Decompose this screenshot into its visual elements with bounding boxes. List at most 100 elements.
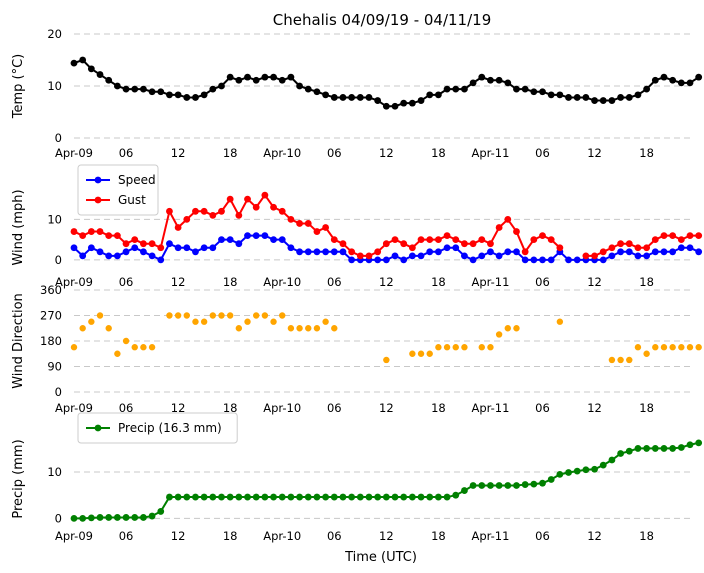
wind-data-point	[513, 248, 520, 256]
wind-data-point	[513, 228, 520, 235]
precip-data-point	[122, 514, 130, 521]
precip-data-point	[374, 493, 382, 501]
temp-data-point	[591, 97, 598, 104]
precip-y-axis-label: Precip (mm)	[11, 439, 26, 518]
temp-data-point	[296, 82, 303, 90]
wind-data-point	[487, 248, 494, 256]
wdir-data-point	[417, 350, 425, 357]
wind-data-point	[443, 232, 451, 240]
precip-data-point	[348, 493, 356, 501]
precip-data-point	[278, 493, 286, 501]
wind-x-tick-label: 06	[327, 275, 342, 289]
precip-data-point	[209, 493, 217, 501]
precip-data-point	[131, 514, 139, 521]
precip-data-point	[226, 493, 234, 501]
precip-data-point	[565, 469, 572, 476]
wind-data-point	[296, 220, 303, 227]
wdir-data-point	[270, 318, 277, 325]
wind-data-point	[478, 252, 486, 260]
wdir-data-point	[409, 350, 416, 357]
temp-data-point	[408, 99, 416, 107]
wind-data-point	[608, 252, 616, 260]
wind-data-point	[651, 248, 659, 256]
wind-data-point	[131, 236, 139, 244]
wdir-y-tick-label: 0	[55, 385, 62, 399]
wdir-x-tick-label: 12	[171, 401, 186, 415]
precip-data-point	[660, 445, 668, 452]
wind-series-speed	[70, 232, 703, 264]
temp-x-tick-label: 06	[327, 146, 342, 160]
wdir-y-tick-label: 90	[47, 360, 62, 374]
wdir-data-point	[513, 325, 520, 332]
wdir-data-point	[495, 331, 503, 338]
wind-data-point	[330, 248, 338, 256]
wind-data-point	[148, 240, 156, 248]
temp-data-point	[669, 76, 677, 84]
temp-data-point	[391, 102, 399, 110]
precip-data-point	[87, 514, 95, 522]
wind-legend: Speed Gust	[77, 164, 159, 216]
wdir-data-point	[235, 325, 243, 332]
precip-data-point	[408, 493, 416, 501]
wind-x-tick-label: 06	[535, 275, 550, 289]
temp-data-point	[617, 94, 624, 101]
temp-data-point	[695, 73, 703, 81]
wind-data-point	[608, 244, 616, 252]
wind-data-point	[113, 252, 121, 260]
wind-x-tick-label: 12	[587, 275, 602, 289]
temp-data-point	[322, 91, 330, 99]
wind-data-point	[226, 236, 234, 244]
wdir-data-point	[140, 344, 147, 351]
wind-x-tick-label: 12	[379, 275, 394, 289]
wdir-data-point	[435, 344, 442, 351]
wind-data-point	[556, 244, 564, 252]
precip-data-point	[330, 493, 338, 501]
wdir-data-point	[322, 318, 329, 325]
precip-data-point	[478, 482, 486, 489]
wdir-x-tick-label: 18	[639, 401, 654, 415]
wind-data-point	[461, 252, 468, 260]
wind-data-point	[209, 211, 217, 219]
wind-data-point	[495, 252, 503, 260]
precip-data-point	[643, 445, 651, 452]
wdir-data-point	[313, 325, 321, 332]
wind-data-point	[105, 252, 113, 260]
wind-data-point	[200, 207, 208, 215]
temp-data-point	[478, 73, 486, 81]
wind-data-point	[79, 252, 87, 260]
precip-data-point	[261, 493, 269, 501]
wdir-data-point	[114, 350, 121, 357]
wind-data-point	[660, 248, 668, 256]
precip-data-point	[218, 493, 225, 501]
wind-data-point	[599, 248, 607, 256]
wdir-data-point	[261, 312, 269, 319]
wdir-data-point	[209, 312, 217, 319]
wind-data-point	[96, 248, 104, 256]
wdir-y-axis-label: Wind Direction	[11, 293, 26, 389]
wind-data-point	[183, 244, 191, 252]
wdir-data-point	[608, 356, 616, 364]
wind-data-point	[339, 240, 347, 248]
temp-data-point	[174, 91, 182, 99]
wind-data-point	[140, 240, 147, 248]
panel-wind: 0 10 Apr-09 06 12 18 Apr-10 06 12 18 Apr-11 06 12 18 W…	[11, 164, 703, 289]
wdir-data-point	[183, 312, 190, 319]
wind-data-point	[166, 240, 173, 248]
wind-data-point	[270, 236, 277, 244]
wind-data-point	[695, 248, 703, 256]
wdir-data-point	[70, 344, 78, 351]
temp-data-point	[434, 91, 442, 99]
wind-data-point	[157, 256, 165, 264]
wind-data-point	[348, 248, 356, 256]
wdir-x-tick-label: Apr-09	[55, 401, 93, 415]
wind-data-point	[634, 244, 642, 252]
wind-data-point	[304, 220, 312, 227]
wind-data-point	[582, 252, 590, 260]
wdir-x-tick-label: 12	[379, 401, 394, 415]
temp-data-point	[608, 97, 616, 104]
temp-data-point	[686, 79, 694, 87]
precip-data-point	[391, 493, 399, 501]
wind-data-point	[322, 224, 330, 231]
precip-data-point	[192, 493, 199, 501]
wind-data-point	[96, 228, 104, 235]
